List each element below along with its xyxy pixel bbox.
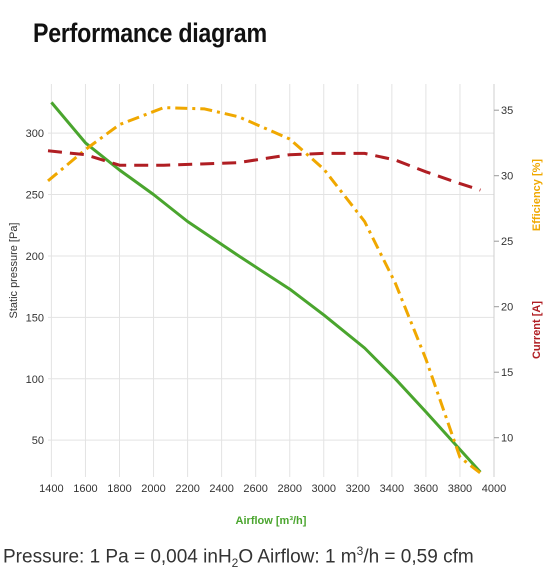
chart-labels: Airflow [m³/h] Static pressure [Pa] Effici… — [8, 159, 543, 527]
chart-series — [47, 101, 482, 475]
current-axis-title: Current [A] — [531, 301, 543, 359]
efficiency-series-line — [47, 106, 482, 475]
x-tick-label: 2200 — [175, 483, 199, 495]
current-series-line — [47, 149, 481, 192]
chart-grid — [48, 84, 495, 477]
y-left-tick-label: 200 — [26, 251, 44, 263]
x-tick-label: 4000 — [482, 483, 506, 495]
pressure-conversion-sub: 2 — [231, 556, 239, 571]
y-left-tick-label: 50 — [32, 435, 44, 447]
x-tick-label: 3600 — [414, 483, 438, 495]
y-right-tick-label: 20 — [501, 302, 513, 314]
chart-axes: 1400 1600 1800 2000 2200 2400 2600 2800 3000 3200… — [26, 84, 513, 495]
airflow-conversion-text: Airflow: 1 m — [257, 546, 357, 568]
x-tick-label: 1600 — [73, 483, 97, 495]
y-right-tick-label: 35 — [501, 105, 513, 117]
y-left-tick-label: 300 — [26, 128, 44, 140]
x-tick-label: 3400 — [380, 483, 404, 495]
airflow-conversion-sup: 3 — [356, 544, 364, 558]
x-tick-label: 2400 — [209, 483, 233, 495]
x-tick-label: 2600 — [243, 483, 267, 495]
pressure-series-line — [50, 101, 482, 474]
x-tick-label: 2800 — [277, 483, 301, 495]
performance-chart: 1400 1600 1800 2000 2200 2400 2600 2800 3000 3200… — [8, 84, 543, 527]
pressure-conversion-text: Pressure: 1 Pa = 0,004 inH — [3, 546, 232, 568]
page-title: Performance diagram — [33, 18, 267, 48]
unit-conversion-note: Pressure: 1 Pa = 0,004 inH2O Airflow: 1 … — [3, 544, 474, 570]
y-right-tick-label: 10 — [501, 433, 513, 445]
efficiency-axis-title: Efficiency [%] — [531, 159, 543, 231]
y-left-tick-label: 100 — [26, 374, 44, 386]
airflow-conversion-tail: /h = 0,59 cfm — [363, 546, 474, 568]
pressure-conversion-tail: O — [238, 546, 254, 568]
y-left-tick-label: 250 — [26, 190, 44, 202]
y-right-tick-label: 30 — [501, 171, 513, 183]
x-tick-label: 2000 — [141, 483, 165, 495]
y-right-tick-label: 15 — [501, 367, 513, 379]
x-tick-label: 3800 — [448, 483, 472, 495]
y-left-axis-title: Static pressure [Pa] — [8, 223, 20, 319]
x-tick-label: 1800 — [107, 483, 131, 495]
x-tick-label: 3200 — [346, 483, 370, 495]
y-left-tick-label: 150 — [26, 312, 44, 324]
x-axis-title: Airflow [m³/h] — [236, 515, 307, 527]
x-tick-label: 3000 — [312, 483, 336, 495]
x-tick-label: 1400 — [39, 483, 63, 495]
y-right-tick-label: 25 — [501, 236, 513, 248]
